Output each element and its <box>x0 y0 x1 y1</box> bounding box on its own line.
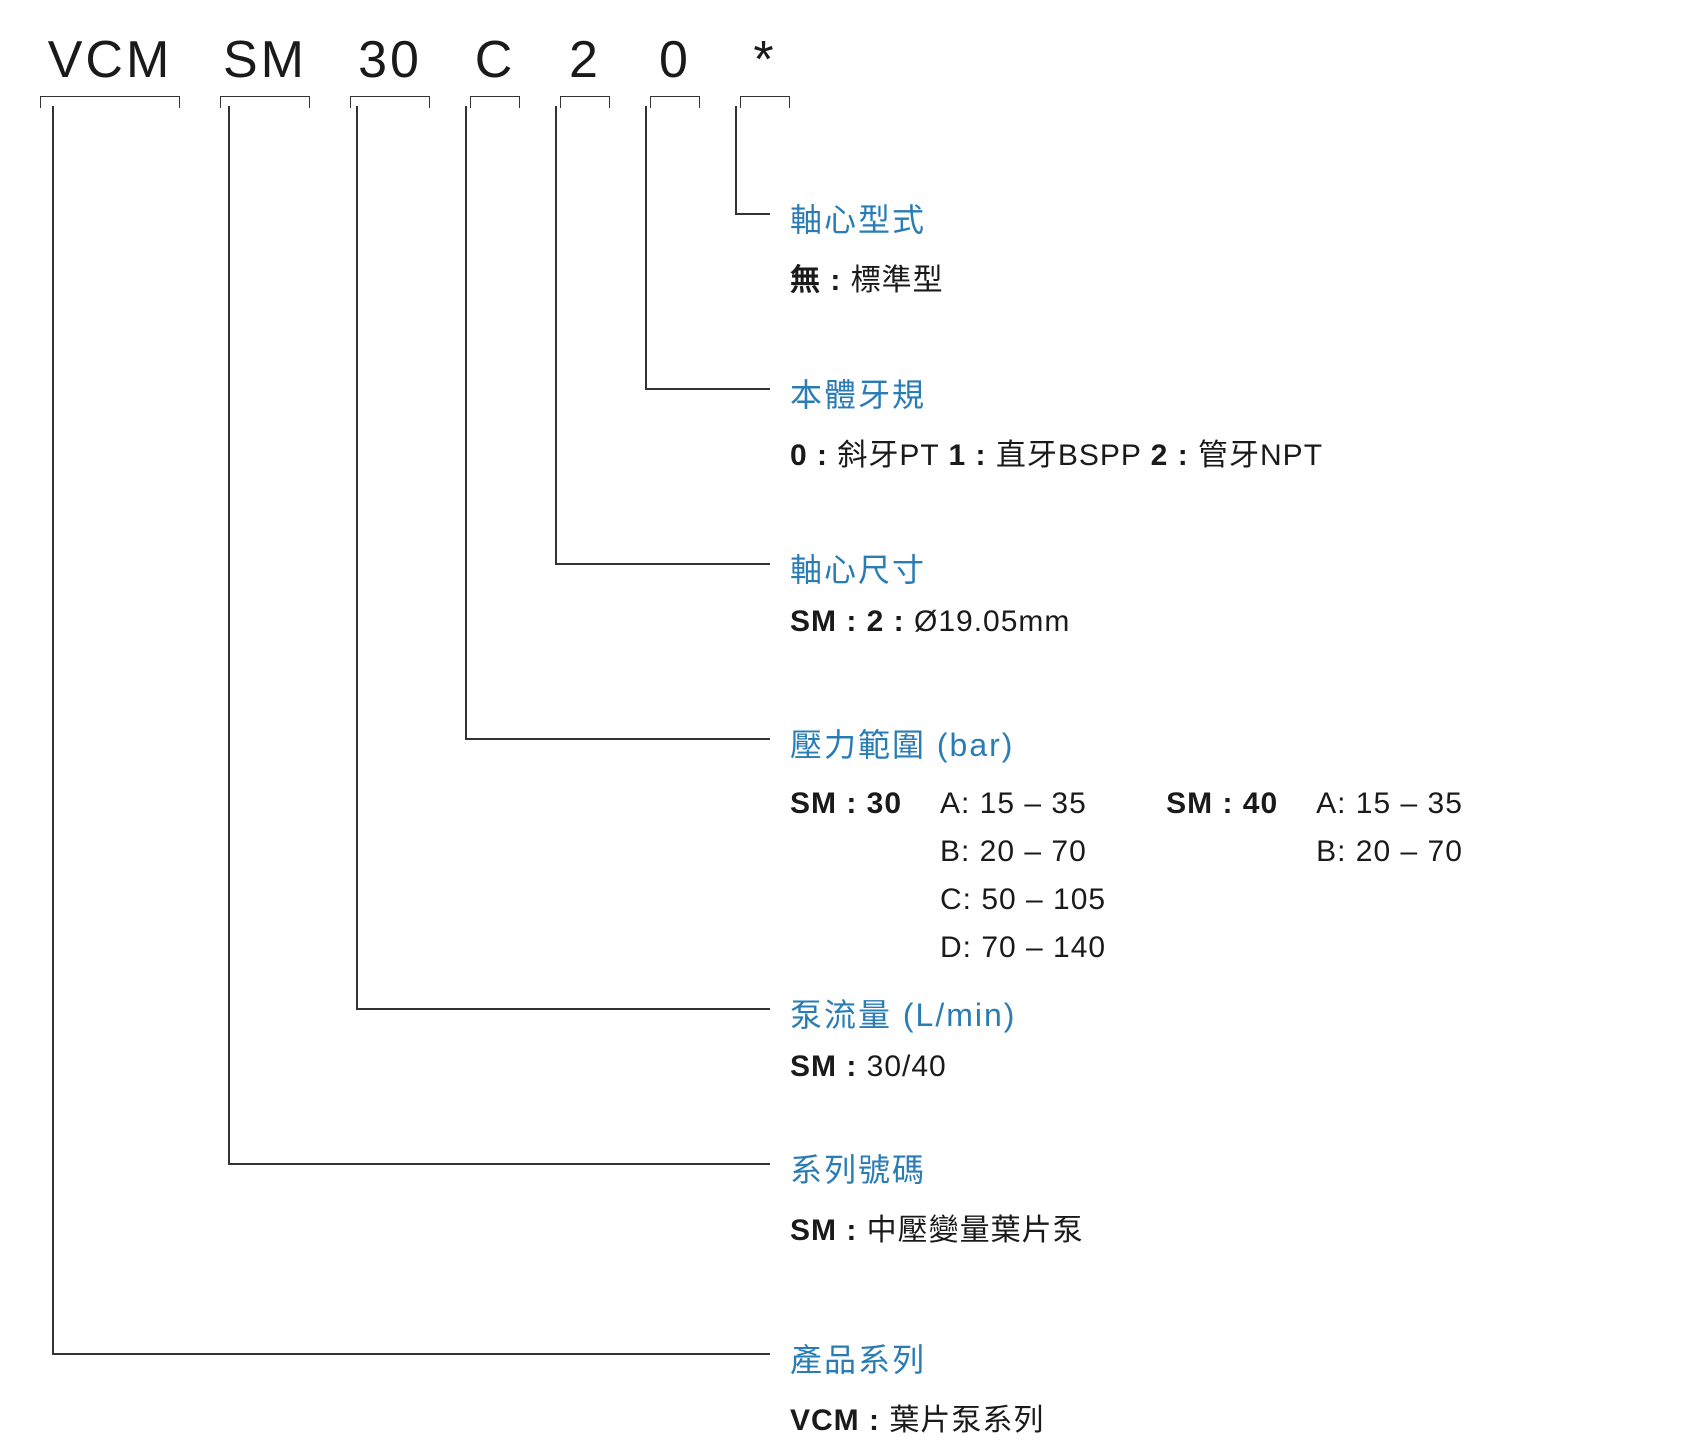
value-span: 葉片泵系列 <box>880 1404 1044 1437</box>
pressure-row: C: 50 – 105 <box>790 876 1106 924</box>
section-value: SM : 2 : Ø19.05mm <box>790 605 1070 639</box>
value-span: VCM : <box>790 1404 880 1437</box>
value-span: SM : <box>790 1050 857 1083</box>
value-span: 中壓變量葉片泵 <box>857 1214 1083 1247</box>
value-span: SM : 2 : <box>790 605 905 638</box>
section-value: SM : 中壓變量葉片泵 <box>790 1205 1084 1249</box>
section-value: 無 : 標準型 <box>790 255 944 299</box>
section-title: 本體牙規 <box>790 370 1323 416</box>
pressure-row: B: 20 – 70 <box>1166 828 1463 876</box>
value-span: 管牙NPT <box>1189 439 1323 472</box>
pressure-group: SM : 40A: 15 – 35 B: 20 – 70 <box>1166 780 1463 876</box>
value-span: 30/40 <box>857 1050 946 1083</box>
section-thread: 本體牙規 0 : 斜牙PT 1 : 直牙BSPP 2 : 管牙NPT <box>790 370 1323 474</box>
pressure-range: B: 20 – 70 <box>940 835 1087 868</box>
pressure-range: C: 50 – 105 <box>940 883 1106 916</box>
code-bracket <box>220 96 310 108</box>
section-value: 0 : 斜牙PT 1 : 直牙BSPP 2 : 管牙NPT <box>790 430 1323 474</box>
pressure-row: SM : 30A: 15 – 35 <box>790 780 1106 828</box>
section-product_series: 產品系列 VCM : 葉片泵系列 <box>790 1335 1044 1439</box>
section-title: 壓力範圍 (bar) <box>790 720 1523 766</box>
connector-h <box>645 388 770 390</box>
code-segment-2: 30 <box>350 30 430 90</box>
value-span: 無 : <box>790 264 841 297</box>
pressure-group: SM : 30A: 15 – 35 B: 20 – 70 C: 50 – 105 D:… <box>790 780 1106 972</box>
pressure-label: SM : 40 <box>1166 780 1316 828</box>
code-segment-4: 2 <box>560 30 610 90</box>
connector-v <box>555 106 557 563</box>
value-span: 斜牙PT <box>828 439 948 472</box>
value-span: SM : <box>790 1214 857 1247</box>
section-title: 泵流量 (L/min) <box>790 990 1016 1036</box>
code-bracket <box>470 96 520 108</box>
code-segment-0: VCM <box>40 30 180 90</box>
section-title: 軸心型式 <box>790 195 944 241</box>
connector-v <box>735 106 737 213</box>
code-segment-6: * <box>740 30 790 90</box>
pressure-row: B: 20 – 70 <box>790 828 1106 876</box>
code-bracket <box>560 96 610 108</box>
pressure-row: D: 70 – 140 <box>790 924 1106 972</box>
code-segment-5: 0 <box>650 30 700 90</box>
section-title: 軸心尺寸 <box>790 545 1070 591</box>
section-title: 產品系列 <box>790 1335 1044 1381</box>
connector-v <box>465 106 467 738</box>
connector-h <box>465 738 770 740</box>
section-title: 系列號碼 <box>790 1145 1084 1191</box>
section-value: SM : 30/40 <box>790 1050 1016 1084</box>
connector-h <box>52 1353 770 1355</box>
value-span: Ø19.05mm <box>905 605 1071 638</box>
section-shaft_size: 軸心尺寸 SM : 2 : Ø19.05mm <box>790 545 1070 639</box>
section-flow: 泵流量 (L/min) SM : 30/40 <box>790 990 1016 1084</box>
section-value: VCM : 葉片泵系列 <box>790 1395 1044 1439</box>
section-shaft_type: 軸心型式無 : 標準型 <box>790 195 944 299</box>
connector-h <box>735 213 770 215</box>
pressure-row: SM : 40A: 15 – 35 <box>1166 780 1463 828</box>
connector-h <box>356 1008 770 1010</box>
connector-v <box>228 106 230 1163</box>
section-series_no: 系列號碼 SM : 中壓變量葉片泵 <box>790 1145 1084 1249</box>
section-pressure: 壓力範圍 (bar)SM : 30A: 15 – 35B: 20 – 70C: … <box>790 720 1523 972</box>
pressure-groups: SM : 30A: 15 – 35B: 20 – 70C: 50 – 105D:… <box>790 780 1523 972</box>
code-segment-3: C <box>470 30 520 90</box>
code-bracket <box>350 96 430 108</box>
pressure-range: B: 20 – 70 <box>1316 835 1463 868</box>
value-span: 標準型 <box>841 264 943 297</box>
value-span: 1 : <box>948 439 986 472</box>
connector-v <box>356 106 358 1008</box>
value-span: 2 : <box>1151 439 1189 472</box>
pressure-range: A: 15 – 35 <box>1316 787 1463 820</box>
pressure-range: D: 70 – 140 <box>940 931 1106 964</box>
code-bracket <box>740 96 790 108</box>
code-bracket <box>650 96 700 108</box>
pressure-range: A: 15 – 35 <box>940 787 1087 820</box>
code-bracket <box>40 96 180 108</box>
value-span: 0 : <box>790 439 828 472</box>
code-segment-1: SM <box>220 30 310 90</box>
value-span: 直牙BSPP <box>987 439 1151 472</box>
connector-h <box>228 1163 770 1165</box>
connector-v <box>52 106 54 1353</box>
pressure-label: SM : 30 <box>790 780 940 828</box>
connector-h <box>555 563 770 565</box>
connector-v <box>645 106 647 388</box>
